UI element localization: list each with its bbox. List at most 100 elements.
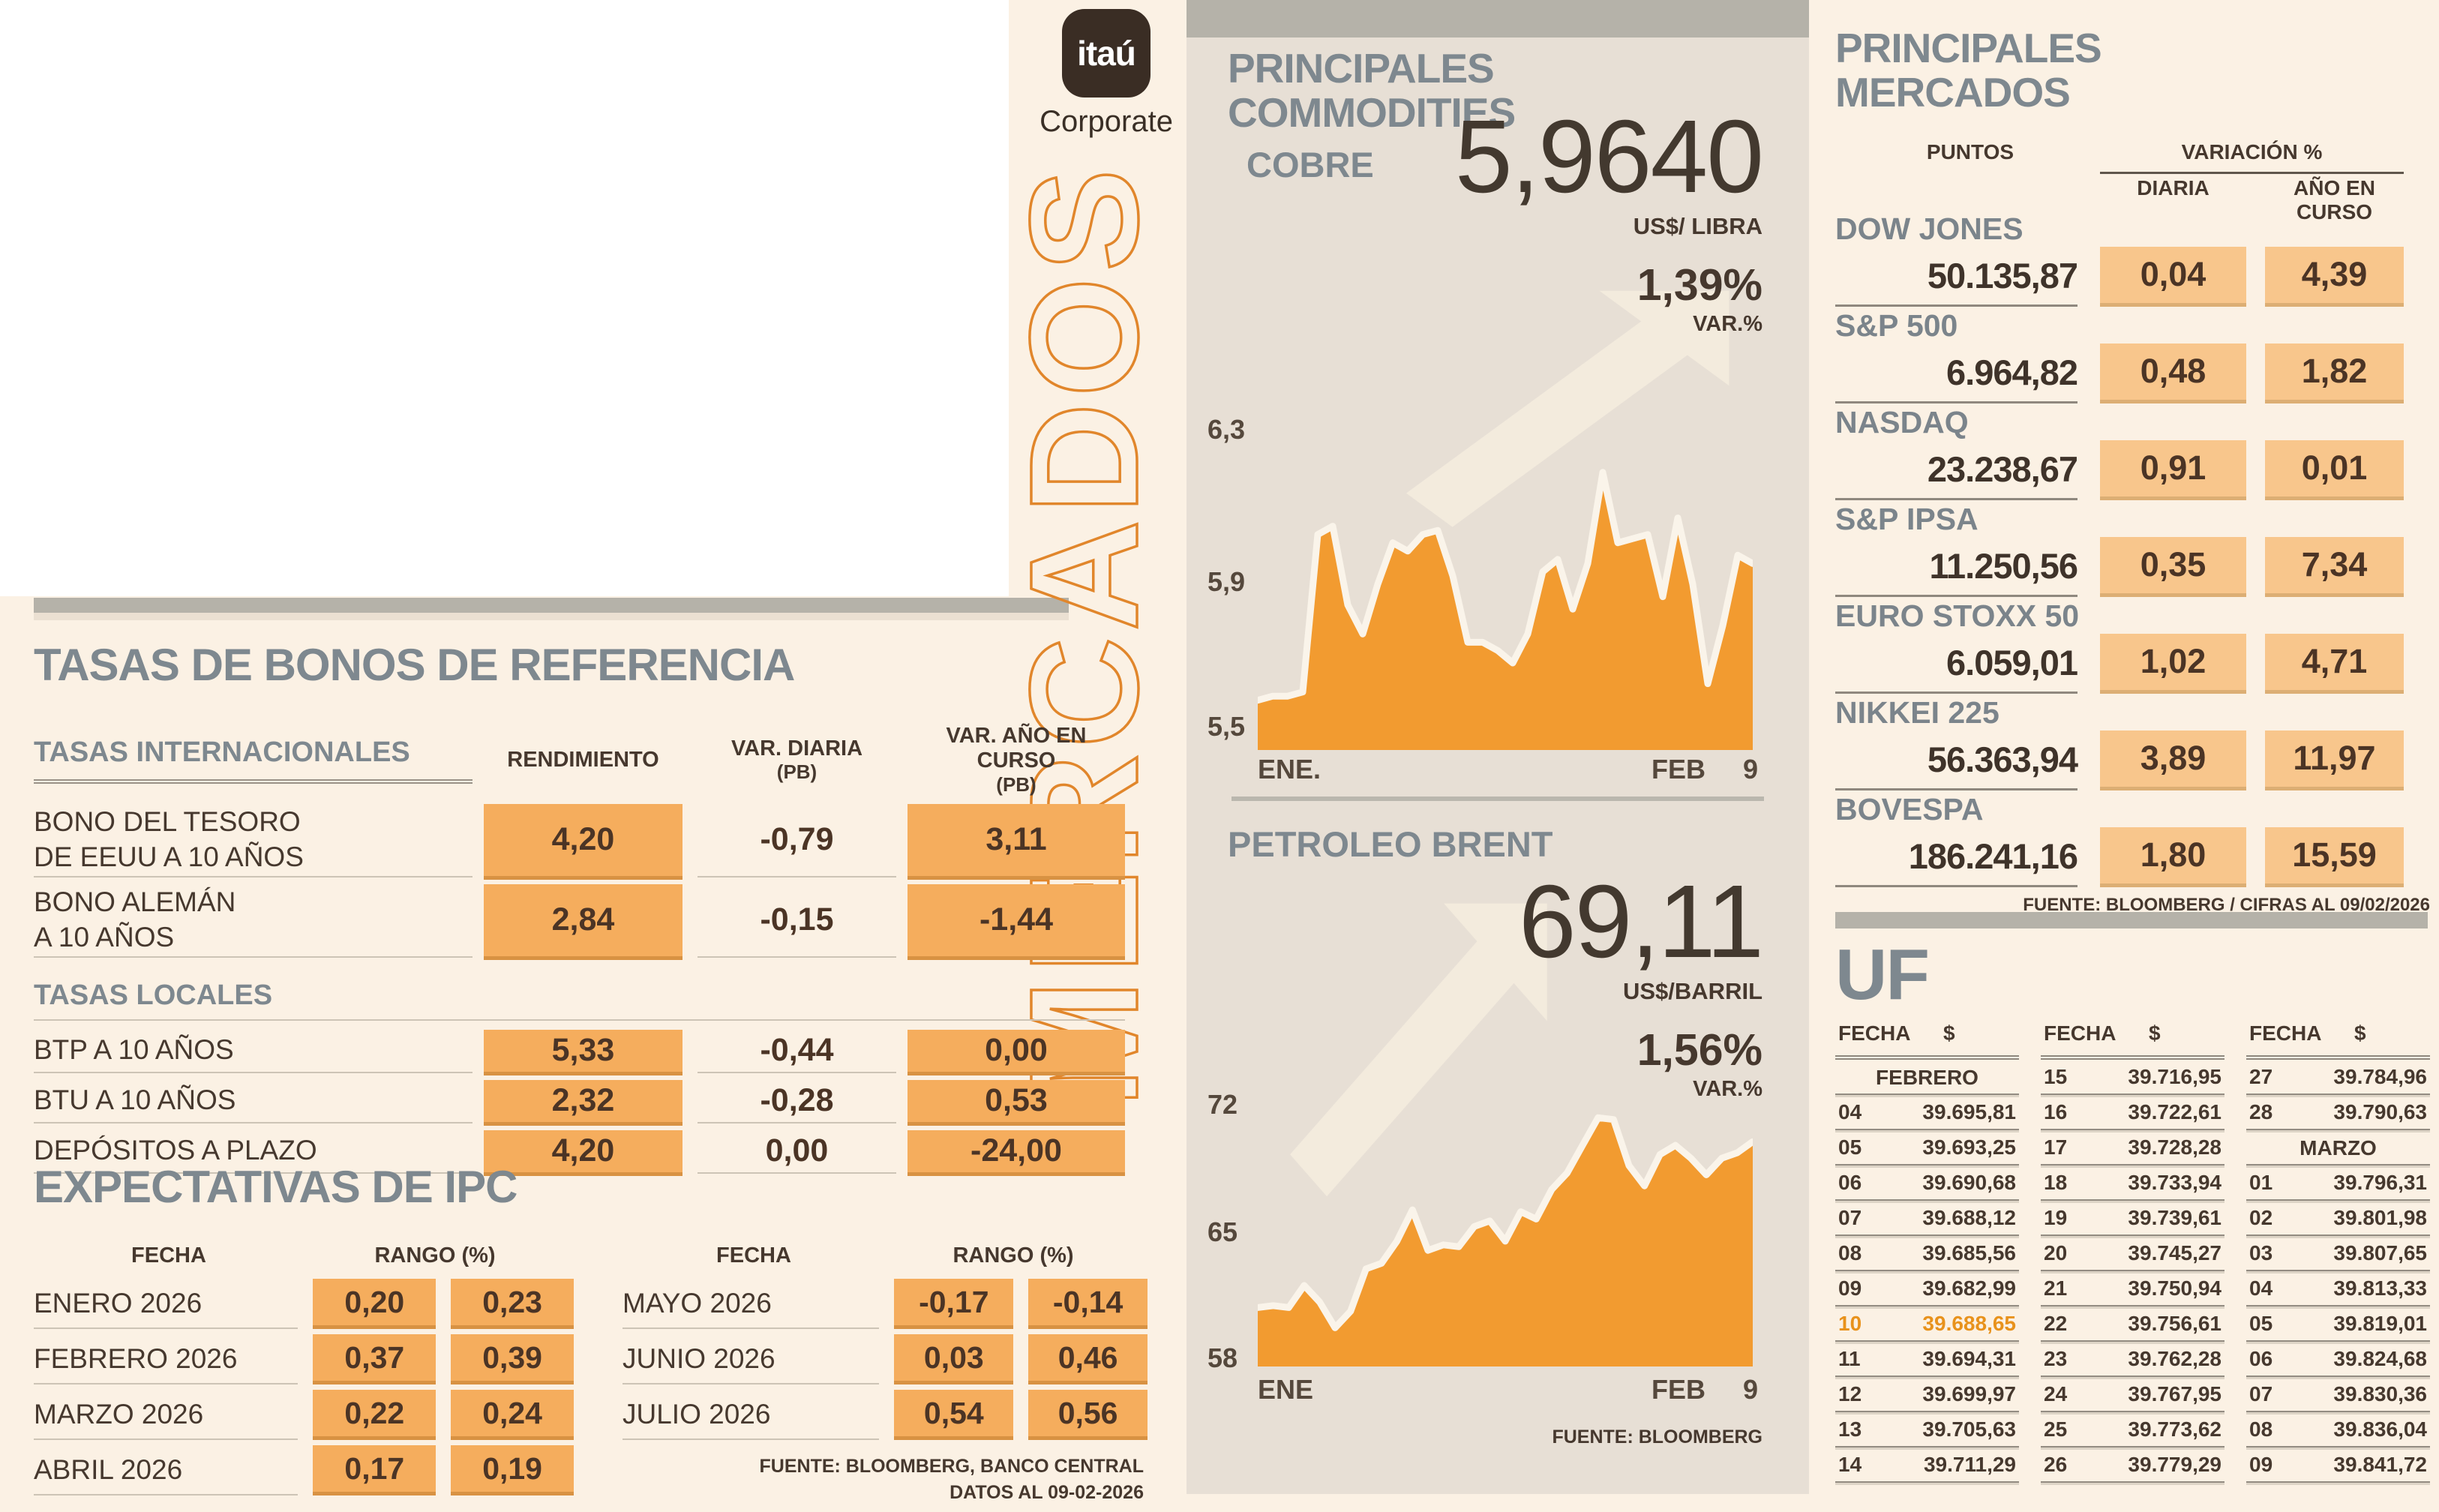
ipc-row-label: ENERO 2026 bbox=[34, 1279, 298, 1329]
uf-date: 05 bbox=[2249, 1311, 2273, 1335]
copper-change: 1,39% bbox=[1636, 260, 1762, 310]
uf-value: 39.716,95 bbox=[2128, 1064, 2222, 1088]
uf-value: 39.739,61 bbox=[2128, 1205, 2222, 1229]
uf-peso-header: $ bbox=[2354, 1022, 2366, 1045]
markets-col-diaria: DIARIA bbox=[2137, 176, 2210, 200]
ipc-range-high: 0,19 bbox=[451, 1445, 574, 1496]
brent-ytick-bottom: 58 bbox=[1208, 1342, 1238, 1373]
brent-change-label: VAR.% bbox=[1693, 1077, 1762, 1101]
uf-row: 05 39.819,01 bbox=[2246, 1306, 2430, 1342]
uf-date: 06 bbox=[2249, 1346, 2273, 1370]
uf-row: 28 39.790,63 bbox=[2246, 1095, 2430, 1130]
left-divider-bar bbox=[34, 598, 1069, 613]
market-points: 6.964,82 bbox=[1835, 344, 2078, 404]
uf-value: 39.773,62 bbox=[2128, 1417, 2222, 1441]
uf-row: 20 39.745,27 bbox=[2041, 1236, 2224, 1271]
uf-date: 21 bbox=[2044, 1276, 2068, 1300]
market-points: 6.059,01 bbox=[1835, 634, 2078, 694]
ipc-section: EXPECTATIVAS DE IPC FECHA RANGO (%) ENER… bbox=[34, 1161, 1148, 1503]
panel-divider bbox=[1232, 796, 1764, 801]
brand-subtitle: Corporate bbox=[1040, 105, 1173, 138]
uf-date: 18 bbox=[2044, 1170, 2068, 1194]
uf-date: 08 bbox=[1838, 1240, 1862, 1264]
market-var-curso: 11,97 bbox=[2265, 730, 2404, 790]
market-points: 56.363,94 bbox=[1835, 730, 2078, 790]
brent-unit: US$/BARRIL bbox=[1622, 978, 1762, 1004]
uf-value: 39.779,29 bbox=[2128, 1452, 2222, 1476]
market-var-diaria: 0,48 bbox=[2100, 343, 2246, 404]
uf-value: 39.745,27 bbox=[2128, 1240, 2222, 1264]
market-var-diaria: 3,89 bbox=[2100, 730, 2246, 790]
uf-row: 02 39.801,98 bbox=[2246, 1201, 2430, 1236]
ipc-row: ENERO 2026 0,20 0,23 bbox=[34, 1279, 574, 1329]
brent-xtick-9: 9 bbox=[1743, 1374, 1759, 1405]
brent-area-chart bbox=[1254, 1108, 1756, 1370]
copper-change-label: VAR.% bbox=[1693, 312, 1762, 336]
uf-column-1: FECHA $ FEBRERO 04 39.695,81 05 39.693,2… bbox=[1835, 1022, 2019, 1483]
bond-row: BONO ALEMÁN A 10 AÑOS 2,84 -0,15 -1,44 bbox=[34, 884, 1125, 960]
brent-label: PETROLEO BRENT bbox=[1228, 824, 1553, 864]
uf-row: 07 39.830,36 bbox=[2246, 1377, 2430, 1412]
uf-value: 39.819,01 bbox=[2333, 1311, 2427, 1335]
uf-row: 16 39.722,61 bbox=[2041, 1095, 2224, 1130]
ipc-row-label: MARZO 2026 bbox=[34, 1390, 298, 1440]
ipc-row: FEBRERO 2026 0,37 0,39 bbox=[34, 1334, 574, 1384]
uf-month-marzo: MARZO bbox=[2246, 1130, 2430, 1166]
copper-xtick-9: 9 bbox=[1743, 754, 1759, 784]
markets-col-variacion: VARIACIÓN % bbox=[2100, 140, 2404, 174]
ipc-row-label: ABRIL 2026 bbox=[34, 1445, 298, 1496]
brent-change: 1,56% bbox=[1636, 1025, 1762, 1075]
copper-xtick-ene: ENE. bbox=[1258, 754, 1322, 784]
copper-xtick-feb: FEB bbox=[1652, 754, 1706, 784]
market-name: NIKKEI 225 bbox=[1835, 694, 2000, 730]
bond-rendimiento: 4,20 bbox=[484, 803, 682, 880]
uf-row: 08 39.685,56 bbox=[1835, 1236, 2019, 1271]
uf-row: 22 39.756,61 bbox=[2041, 1306, 2224, 1342]
ipc-left-header: FECHA RANGO (%) bbox=[34, 1244, 574, 1268]
brent-ytick-top: 72 bbox=[1208, 1089, 1238, 1120]
commodities-source: FUENTE: BLOOMBERG bbox=[1552, 1426, 1762, 1448]
ipc-fecha-header: FECHA bbox=[131, 1244, 206, 1268]
ipc-row: JULIO 2026 0,54 0,56 bbox=[622, 1390, 1148, 1440]
market-name: NASDAQ bbox=[1835, 404, 1969, 440]
uf-value: 39.801,98 bbox=[2333, 1205, 2427, 1229]
market-row: EURO STOXX 50 6.059,01 1,02 4,71 bbox=[1835, 599, 2430, 694]
uf-date: 04 bbox=[2249, 1276, 2273, 1300]
uf-value: 39.699,97 bbox=[1922, 1382, 2016, 1406]
uf-row: 24 39.767,95 bbox=[2041, 1377, 2224, 1412]
uf-value: 39.750,94 bbox=[2128, 1276, 2222, 1300]
bonds-local-rows: BTP A 10 AÑOS 5,33 -0,44 0,00 BTU A 10 A… bbox=[34, 1029, 1125, 1176]
copper-quote: 5,9640 US$/ LIBRA 1,39% VAR.% bbox=[1455, 105, 1764, 337]
uf-date: 14 bbox=[1838, 1452, 1862, 1476]
uf-value: 39.762,28 bbox=[2128, 1346, 2222, 1370]
brent-quote: 69,11 US$/BARRIL 1,56% VAR.% bbox=[1519, 870, 1764, 1102]
ipc-source: FUENTE: BLOOMBERG, BANCO CENTRAL DATOS A… bbox=[759, 1456, 1144, 1503]
bond-var-curso: -1,44 bbox=[908, 884, 1125, 960]
uf-value: 39.722,61 bbox=[2128, 1100, 2222, 1124]
uf-row: 13 39.705,63 bbox=[1835, 1412, 2019, 1448]
copper-ytick-mid: 5,9 bbox=[1208, 566, 1246, 597]
market-var-curso: 15,59 bbox=[2265, 826, 2404, 887]
uf-value: 39.784,96 bbox=[2333, 1064, 2427, 1088]
bonds-local-label: TASAS LOCALES bbox=[34, 980, 1125, 1021]
market-row: NASDAQ 23.238,67 0,91 0,01 bbox=[1835, 406, 2430, 500]
market-name: BOVESPA bbox=[1835, 791, 1984, 826]
uf-row: 19 39.739,61 bbox=[2041, 1201, 2224, 1236]
market-row: DOW JONES 50.135,87 0,04 4,39 bbox=[1835, 212, 2430, 307]
market-row: S&P 500 6.964,82 0,48 1,82 bbox=[1835, 309, 2430, 404]
uf-fecha-header: FECHA bbox=[1838, 1022, 1911, 1045]
ipc-title: EXPECTATIVAS DE IPC bbox=[34, 1162, 518, 1212]
ipc-range-low: 0,20 bbox=[313, 1279, 436, 1329]
uf-date: 12 bbox=[1838, 1382, 1862, 1406]
ipc-range-high: 0,56 bbox=[1028, 1390, 1148, 1440]
uf-date: 16 bbox=[2044, 1100, 2068, 1124]
up-right-arrow-icon bbox=[1238, 889, 1560, 1256]
uf-date: 06 bbox=[1838, 1170, 1862, 1194]
bond-var-diaria: -0,15 bbox=[698, 884, 896, 958]
panel-top-bar bbox=[1186, 0, 1809, 38]
uf-date: 28 bbox=[2249, 1100, 2273, 1124]
bond-name: BONO ALEMÁN A 10 AÑOS bbox=[34, 884, 472, 958]
ipc-range-low: 0,37 bbox=[313, 1334, 436, 1384]
uf-month-febrero: FEBRERO bbox=[1835, 1060, 2019, 1095]
